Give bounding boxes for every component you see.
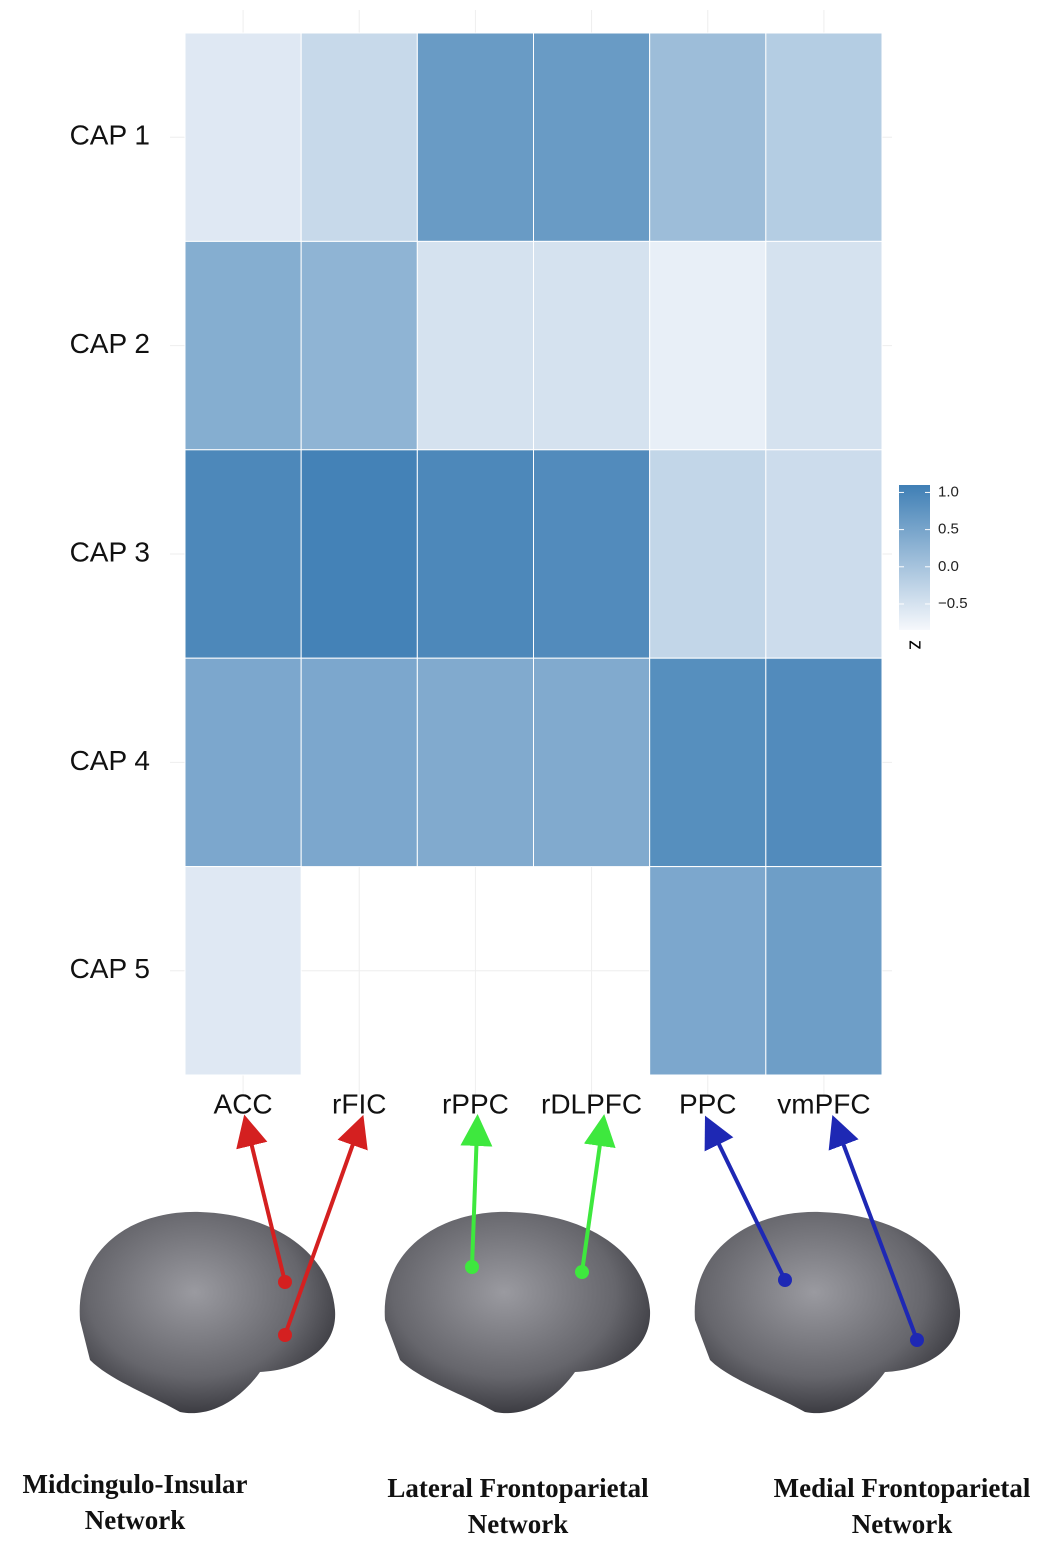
- heatmap-cell: [184, 240, 302, 451]
- arrow: [704, 1115, 787, 1281]
- region-dot: [778, 1273, 792, 1287]
- colorbar-tick-label: 0.5: [938, 521, 959, 538]
- colorbar-tick-label: 1.0: [938, 483, 959, 500]
- brain: [384, 1211, 651, 1414]
- brain: [694, 1211, 961, 1414]
- heatmap-cell: [765, 866, 883, 1076]
- x-tick-label: rFIC: [332, 1088, 386, 1119]
- network-label: Network: [852, 1509, 952, 1539]
- heatmap-cell: [416, 32, 535, 242]
- heatmap-cell: [533, 657, 651, 868]
- heatmap-cell: [416, 240, 535, 451]
- heatmap-cell: [765, 449, 883, 659]
- region-dot: [278, 1328, 292, 1342]
- heatmap-cell: [649, 32, 767, 242]
- region-dot: [465, 1260, 479, 1274]
- brain: [79, 1211, 336, 1414]
- arrow: [828, 1115, 919, 1341]
- region-dot: [910, 1333, 924, 1347]
- region-dot: [575, 1265, 589, 1279]
- heatmap-cell: [533, 240, 651, 451]
- x-tick-label: vmPFC: [777, 1088, 870, 1119]
- heatmap-cell: [649, 449, 767, 659]
- x-tick-label: rPPC: [442, 1088, 509, 1119]
- network-label: Medial Frontoparietal: [774, 1473, 1031, 1503]
- heatmap-cell: [300, 657, 418, 868]
- heatmap-cell: [300, 449, 418, 659]
- brain-images: [79, 1211, 961, 1414]
- arrow: [283, 1114, 368, 1336]
- arrow: [460, 1114, 493, 1268]
- heatmap-cell: [184, 866, 302, 1076]
- heatmap-cell: [533, 32, 651, 242]
- arrow: [236, 1114, 287, 1283]
- heatmap-cell: [416, 449, 535, 659]
- y-tick-label: CAP 5: [70, 953, 150, 984]
- colorbar-tick-label: −0.5: [938, 595, 968, 612]
- heatmap-cell: [649, 657, 767, 868]
- colorbar-tick-label: 0.0: [938, 558, 959, 575]
- heatmap-cell: [765, 32, 883, 242]
- legend-title: z: [905, 640, 927, 650]
- heatmap-cell: [184, 449, 302, 659]
- heatmap-cell: [533, 449, 651, 659]
- network-label: Network: [85, 1505, 185, 1535]
- heatmap-cell: [300, 32, 418, 242]
- network-label: Lateral Frontoparietal: [387, 1473, 649, 1503]
- region-dot: [278, 1275, 292, 1289]
- arrow: [580, 1114, 616, 1273]
- network-label: Midcingulo-Insular: [22, 1469, 247, 1499]
- heatmap-cell: [765, 657, 883, 868]
- heatmap-cell: [184, 32, 302, 242]
- y-tick-label: CAP 3: [70, 536, 150, 567]
- heatmap-cell: [416, 657, 535, 868]
- x-tick-label: PPC: [679, 1088, 737, 1119]
- heatmap-cell: [649, 240, 767, 451]
- x-tick-label: ACC: [214, 1088, 273, 1119]
- heatmap-cell: [649, 866, 767, 1076]
- colorbar: [899, 485, 930, 630]
- heatmap-cell: [300, 240, 418, 451]
- y-tick-label: CAP 1: [70, 120, 150, 151]
- y-tick-label: CAP 4: [70, 745, 150, 776]
- heatmap-cell: [184, 657, 302, 868]
- x-tick-label: rDLPFC: [541, 1088, 642, 1119]
- heatmap-cell: [765, 240, 883, 451]
- network-label: Network: [468, 1509, 568, 1539]
- y-tick-label: CAP 2: [70, 328, 150, 359]
